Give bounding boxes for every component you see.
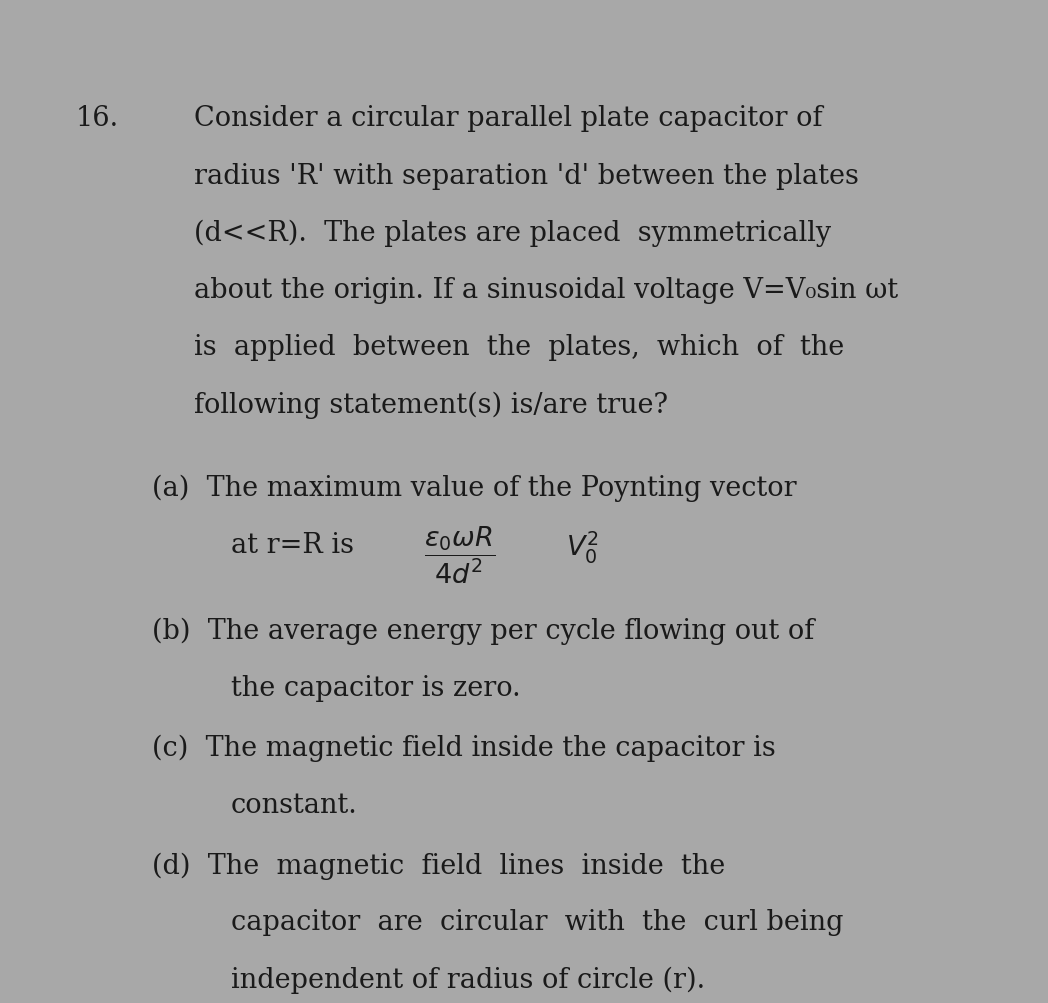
Text: (d<<R).  The plates are placed  symmetrically: (d<<R). The plates are placed symmetrica…	[194, 220, 831, 247]
Text: about the origin. If a sinusoidal voltage V=V₀sin ωt: about the origin. If a sinusoidal voltag…	[194, 277, 898, 304]
Text: $\dfrac{\varepsilon_0\omega R}{4d^2}$: $\dfrac{\varepsilon_0\omega R}{4d^2}$	[424, 525, 496, 586]
Text: radius 'R' with separation 'd' between the plates: radius 'R' with separation 'd' between t…	[194, 162, 858, 190]
Text: (b)  The average energy per cycle flowing out of: (b) The average energy per cycle flowing…	[152, 617, 814, 644]
Text: independent of radius of circle (r).: independent of radius of circle (r).	[231, 966, 704, 993]
Text: constant.: constant.	[231, 791, 357, 818]
Text: (c)  The magnetic field inside the capacitor is: (c) The magnetic field inside the capaci…	[152, 734, 776, 761]
Text: (d)  The  magnetic  field  lines  inside  the: (d) The magnetic field lines inside the	[152, 852, 725, 879]
Text: is  applied  between  the  plates,  which  of  the: is applied between the plates, which of …	[194, 334, 844, 361]
Text: following statement(s) is/are true?: following statement(s) is/are true?	[194, 391, 668, 418]
Text: Consider a circular parallel plate capacitor of: Consider a circular parallel plate capac…	[194, 105, 823, 132]
Text: the capacitor is zero.: the capacitor is zero.	[231, 674, 520, 701]
Text: at r=R is: at r=R is	[231, 532, 353, 559]
Text: capacitor  are  circular  with  the  curl being: capacitor are circular with the curl bei…	[231, 909, 843, 936]
Text: (a)  The maximum value of the Poynting vector: (a) The maximum value of the Poynting ve…	[152, 474, 796, 502]
Text: $V_0^2$: $V_0^2$	[566, 529, 598, 565]
Text: 16.: 16.	[75, 105, 118, 132]
